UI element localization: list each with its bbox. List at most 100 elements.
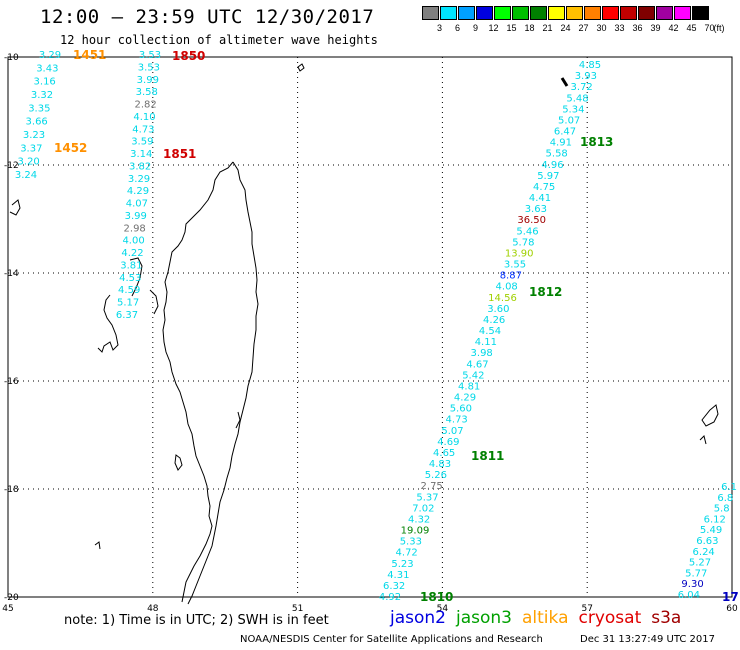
track-c-value: 4.73: [446, 415, 468, 426]
legend-swatch: [602, 6, 619, 20]
track-a-value: 3.37: [20, 143, 42, 154]
lat-lon-grid: [7, 56, 733, 598]
mission-jason3: jason3: [456, 608, 512, 628]
track-c-value: 4.85: [579, 60, 601, 71]
track-d-value: 6.63: [696, 536, 718, 547]
track-c-value: 5.58: [546, 149, 568, 160]
track-c-value: 3.60: [487, 304, 509, 315]
track-c-value: 36.50: [517, 215, 546, 226]
legend-swatch: [656, 6, 673, 20]
track-b-value: 4.22: [121, 248, 143, 259]
track-c-value: 8.87: [500, 271, 522, 282]
legend-swatch: [548, 6, 565, 20]
track-c-value: 4.96: [541, 160, 563, 171]
track-c-value: 4.54: [479, 326, 501, 337]
legend-swatch: [440, 6, 457, 20]
track-b-value: 4.73: [132, 124, 154, 135]
track-c-value: 19.09: [401, 526, 430, 537]
track-d-value: 9.30: [681, 579, 703, 590]
track-a-value: 3.20: [18, 157, 40, 168]
track-c-value: 5.48: [566, 93, 588, 104]
lon-tick-label: 54: [437, 604, 449, 614]
track-time-label: 1813: [580, 135, 613, 149]
legend-label: 12: [488, 23, 499, 33]
track-d-value: 6.24: [693, 547, 715, 558]
lon-tick-label: 60: [726, 604, 738, 614]
track-a-value: 3.29: [39, 50, 61, 61]
map-frame: [7, 56, 733, 598]
track-c-value: 5.07: [558, 115, 580, 126]
track-c-value: 5.33: [400, 537, 422, 548]
track-a-value: 3.23: [23, 130, 45, 141]
track-time-label: 1810: [420, 590, 453, 604]
track-b-value: 4.29: [127, 186, 149, 197]
legend-swatch: [512, 6, 529, 20]
lat-tick-label: -16: [4, 377, 19, 387]
lon-tick-label: 45: [2, 604, 13, 614]
track-time-label: 1452: [54, 141, 87, 155]
lon-tick-label: 51: [292, 604, 303, 614]
track-b-value: 3.59: [131, 137, 153, 148]
track-c-value: 4.26: [483, 315, 505, 326]
lat-tick-label: -12: [4, 161, 19, 171]
legend-label: 24: [560, 23, 571, 33]
track-c-value: 14.56: [488, 293, 517, 304]
track-d-value: 5.49: [700, 525, 722, 536]
track-b-value: 3.53: [138, 62, 160, 73]
track-c-value: 5.34: [562, 104, 584, 115]
track-a-value: 3.16: [34, 77, 56, 88]
footer-timestamp: Dec 31 13:27:49 UTC 2017: [580, 634, 715, 645]
track-c-value: 5.23: [391, 559, 413, 570]
lat-tick-label: -18: [4, 485, 19, 495]
track-c-value: 3.72: [571, 82, 593, 93]
wave-height-labels: 3.29 3.43 3.16 3.32 3.35 3.66 3.23 3.37 3.20 3.24…: [15, 48, 739, 604]
track-d-value: 6.12: [704, 514, 726, 525]
lon-tick-label: 48: [147, 604, 159, 614]
legend-swatch: [422, 6, 439, 20]
map-subtitle: 12 hour collection of altimeter wave hei…: [60, 33, 378, 47]
legend-label: 30: [596, 23, 607, 33]
footer-note: note: 1) Time is in UTC; 2) SWH is in fe…: [64, 613, 329, 628]
track-b-value: 4.00: [122, 236, 144, 247]
track-b-value: 4.59: [118, 285, 140, 296]
track-c-value: 4.41: [529, 193, 551, 204]
track-c-value: 5.46: [516, 226, 538, 237]
track-start-marker: [560, 77, 569, 87]
legend-label: 21: [542, 23, 553, 33]
mission-s3a: s3a: [651, 608, 682, 628]
track-b-value: 6.37: [116, 310, 138, 321]
legend-label: 9: [472, 23, 478, 33]
track-c-value: 4.29: [454, 393, 476, 404]
legend-label: 36: [632, 23, 643, 33]
lon-tick-label: 57: [581, 604, 592, 614]
legend-swatch: [458, 6, 475, 20]
track-b-value: 3.82: [129, 161, 151, 172]
legend-swatch: [530, 6, 547, 20]
track-d-value: 6.8: [717, 493, 733, 504]
track-c-value: 4.08: [496, 282, 518, 293]
map-title: 12:00 — 23:59 UTC 12/30/2017: [40, 6, 375, 28]
track-d-value: 5.77: [685, 568, 707, 579]
track-b-value: 3.53: [139, 50, 161, 61]
mission-jason2: jason2: [390, 608, 446, 628]
track-c-value: 4.31: [387, 570, 409, 581]
track-b-value: 4.53: [119, 273, 141, 284]
track-b-value: 3.99: [125, 211, 147, 222]
track-c-value: 4.72: [396, 548, 418, 559]
coastline-madagascar: [9, 63, 719, 605]
track-a-value: 3.66: [26, 117, 48, 128]
track-time-label: 1851: [163, 147, 196, 161]
legend-label: 39: [650, 23, 661, 33]
mission-altika: altika: [522, 608, 569, 628]
track-c-value: 4.11: [475, 337, 497, 348]
track-c-value: 5.60: [450, 404, 472, 415]
track-c-value: 4.69: [437, 437, 459, 448]
track-c-value: 4.81: [458, 381, 480, 392]
legend-swatch: [674, 6, 691, 20]
track-b-value: 3.81: [120, 260, 142, 271]
track-c-value: 5.42: [462, 370, 484, 381]
footer-credit: NOAA/NESDIS Center for Satellite Applica…: [240, 634, 543, 645]
track-time-label: 17: [722, 590, 739, 604]
legend-swatch: [476, 6, 493, 20]
